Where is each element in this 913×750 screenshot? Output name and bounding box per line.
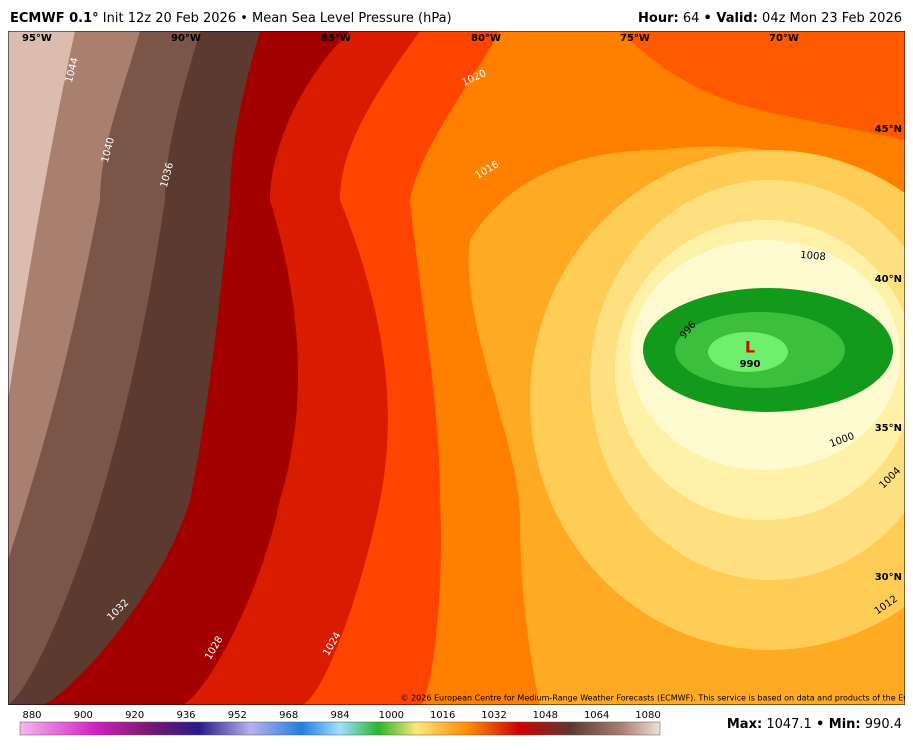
colorbar-label: 1000 — [379, 710, 404, 721]
colorbar-label: 1064 — [584, 710, 609, 721]
latitude-label: 35°N — [875, 423, 902, 434]
colorbar-label: 968 — [279, 710, 298, 721]
longitude-label: 80°W — [471, 33, 501, 44]
latitude-label: 40°N — [875, 274, 902, 285]
colorbar-label: 900 — [74, 710, 93, 721]
longitude-label: 90°W — [171, 33, 201, 44]
valid-info: Hour: 64 • Valid: 04z Mon 23 Feb 2026 — [638, 11, 902, 26]
latitude-label: 30°N — [875, 572, 902, 583]
longitude-label: 70°W — [769, 33, 799, 44]
band — [8, 31, 75, 400]
colorbar-label: 920 — [125, 710, 144, 721]
copyright: © 2026 European Centre for Medium-Range … — [401, 694, 913, 703]
longitude-label: 75°W — [620, 33, 650, 44]
colorbar — [19, 721, 661, 736]
low-value: 990 — [740, 359, 761, 370]
colorbar-label: 1080 — [635, 710, 660, 721]
longitude-label: 95°W — [22, 33, 52, 44]
band — [708, 332, 788, 372]
colorbar-label: 1016 — [430, 710, 455, 721]
band — [620, 31, 905, 140]
colorbar-label: 1048 — [533, 710, 558, 721]
longitude-label: 85°W — [321, 33, 351, 44]
colorbar-label: 1032 — [481, 710, 506, 721]
model: ECMWF 0.1° Init 12z 20 Feb 2026 • Mean S… — [10, 11, 452, 26]
isobar-label: 1008 — [800, 250, 826, 263]
colorbar-label: 984 — [330, 710, 349, 721]
colorbar-label: 936 — [176, 710, 195, 721]
colorbar-label: 880 — [22, 710, 41, 721]
latitude-label: 45°N — [875, 124, 902, 135]
map: L 990 © 2026 European Centre for Medium-… — [8, 31, 913, 705]
colorbar-label: 952 — [228, 710, 247, 721]
max-min: Max: 1047.1 • Min: 990.4 — [727, 717, 902, 732]
low-marker: L — [745, 338, 755, 357]
